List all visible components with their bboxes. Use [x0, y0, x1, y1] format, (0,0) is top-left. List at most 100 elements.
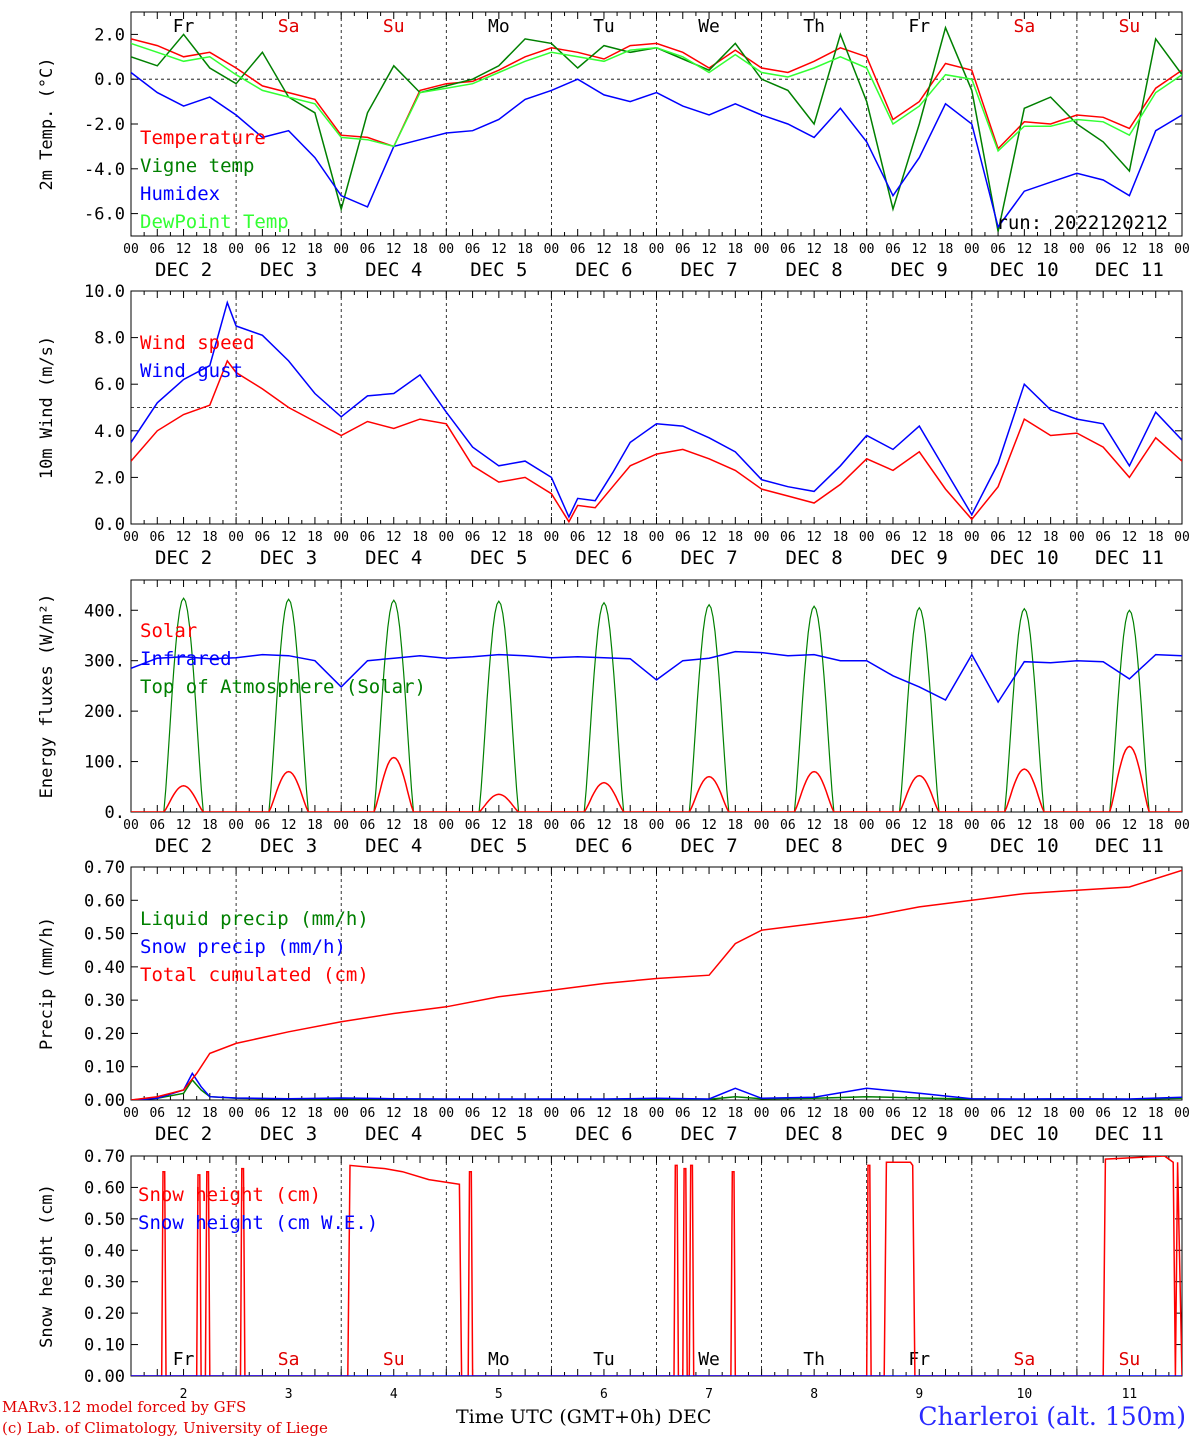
- hour-label: 00: [544, 530, 560, 545]
- hour-label: 18: [202, 818, 218, 833]
- hour-label: 00: [1069, 242, 1085, 257]
- weekday-label: We: [698, 16, 720, 37]
- hour-label: 00: [649, 530, 665, 545]
- y-tick-label: 0.10: [84, 1058, 125, 1078]
- hour-label: 00: [1174, 530, 1190, 545]
- day-number: 4: [390, 1387, 398, 1402]
- hour-label: 00: [1069, 1106, 1085, 1121]
- hour-label: 06: [465, 242, 481, 257]
- hour-label: 18: [1043, 818, 1059, 833]
- date-label: DEC 6: [575, 547, 632, 569]
- hour-label: 18: [938, 242, 954, 257]
- hour-label: 06: [990, 1106, 1006, 1121]
- y-tick-label: 0.00: [84, 1091, 125, 1111]
- y-tick-label: 100.: [84, 753, 125, 773]
- hour-label: 18: [517, 1106, 533, 1121]
- hour-label: 12: [176, 818, 192, 833]
- date-label: DEC 6: [575, 835, 632, 857]
- series-line: [131, 869, 1182, 1100]
- hour-label: 00: [333, 1106, 349, 1121]
- hour-label: 00: [438, 530, 454, 545]
- date-label: DEC 9: [891, 1123, 948, 1145]
- hour-label: 00: [438, 818, 454, 833]
- day-number: 3: [285, 1387, 293, 1402]
- hour-label: 00: [859, 530, 875, 545]
- y-tick-label: -4.0: [84, 160, 125, 180]
- y-tick-label: 0.20: [84, 1024, 125, 1044]
- y-tick-label: 0.: [105, 803, 125, 823]
- date-label: DEC 6: [575, 1123, 632, 1145]
- weekday-label: Su: [383, 16, 405, 37]
- hour-label: 12: [596, 1106, 612, 1121]
- hour-label: 06: [1095, 818, 1111, 833]
- y-tick-label: 2.0: [94, 468, 125, 488]
- date-label: DEC 6: [575, 259, 632, 281]
- hour-label: 06: [780, 530, 796, 545]
- hour-label: 06: [149, 530, 165, 545]
- hour-label: 00: [333, 818, 349, 833]
- hour-label: 18: [1148, 818, 1164, 833]
- date-label: DEC 5: [470, 547, 527, 569]
- date-label: DEC 4: [365, 547, 422, 569]
- y-tick-label: 0.30: [84, 1273, 125, 1293]
- date-label: DEC 10: [990, 259, 1059, 281]
- hour-label: 06: [1095, 242, 1111, 257]
- legend-entry: Snow height (cm W.E.): [138, 1212, 378, 1234]
- hour-label: 12: [1122, 1106, 1138, 1121]
- hour-label: 00: [228, 818, 244, 833]
- hour-label: 06: [885, 242, 901, 257]
- hour-label: 06: [885, 530, 901, 545]
- day-number: 11: [1122, 1387, 1138, 1402]
- date-label: DEC 3: [260, 259, 317, 281]
- date-label: DEC 11: [1095, 1123, 1164, 1145]
- hour-label: 12: [491, 530, 507, 545]
- hour-label: 12: [281, 818, 297, 833]
- hour-label: 06: [570, 1106, 586, 1121]
- date-label: DEC 8: [786, 547, 843, 569]
- hour-label: 12: [176, 1106, 192, 1121]
- y-axis-label: 2m Temp. (°C): [37, 57, 57, 190]
- hour-label: 06: [360, 242, 376, 257]
- hour-label: 06: [149, 1106, 165, 1121]
- date-label: DEC 7: [680, 259, 737, 281]
- hour-label: 06: [149, 242, 165, 257]
- hour-label: 18: [622, 242, 638, 257]
- hour-label: 00: [964, 530, 980, 545]
- hour-label: 18: [1043, 1106, 1059, 1121]
- hour-label: 18: [307, 242, 323, 257]
- hour-label: 12: [1017, 530, 1033, 545]
- hour-label: 00: [1174, 242, 1190, 257]
- hour-label: 06: [465, 530, 481, 545]
- weekday-label: Sa: [1014, 1349, 1036, 1370]
- hour-label: 18: [202, 1106, 218, 1121]
- date-label: DEC 11: [1095, 547, 1164, 569]
- hour-label: 00: [964, 242, 980, 257]
- y-tick-label: 0.60: [84, 891, 125, 911]
- plot-frame: [130, 11, 1183, 237]
- hour-label: 06: [885, 818, 901, 833]
- y-tick-label: 0.10: [84, 1336, 125, 1356]
- hour-label: 00: [228, 242, 244, 257]
- hour-label: 18: [517, 818, 533, 833]
- series-line: [131, 42, 1182, 153]
- hour-label: 18: [833, 242, 849, 257]
- hour-label: 00: [333, 242, 349, 257]
- hour-label: 00: [438, 1106, 454, 1121]
- hour-label: 12: [1017, 818, 1033, 833]
- hour-label: 12: [701, 530, 717, 545]
- hour-label: 18: [307, 530, 323, 545]
- hour-label: 06: [1095, 530, 1111, 545]
- hour-label: 00: [964, 818, 980, 833]
- hour-label: 12: [491, 242, 507, 257]
- series-line: [131, 1156, 1182, 1376]
- station-label: Charleroi (alt. 150m): [918, 1402, 1186, 1431]
- hour-label: 06: [1095, 1106, 1111, 1121]
- hour-label: 00: [123, 818, 139, 833]
- hour-label: 18: [727, 818, 743, 833]
- date-label: DEC 7: [680, 1123, 737, 1145]
- hour-label: 06: [675, 530, 691, 545]
- day-number: 6: [600, 1387, 608, 1402]
- date-label: DEC 10: [990, 547, 1059, 569]
- day-number: 10: [1017, 1387, 1033, 1402]
